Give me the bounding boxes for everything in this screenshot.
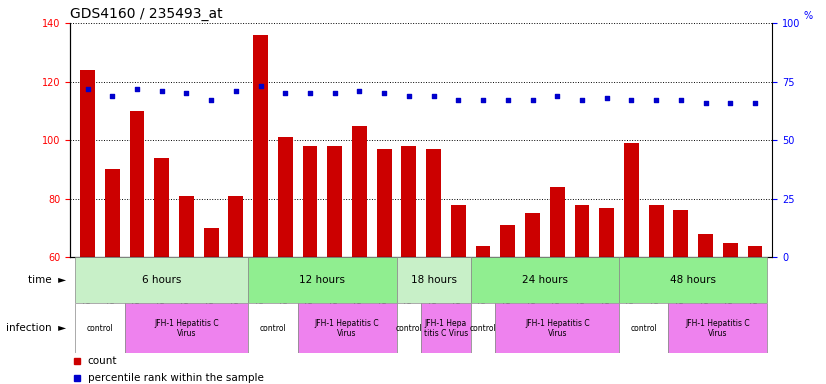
- Bar: [668, 303, 767, 353]
- Bar: [619, 257, 767, 303]
- Bar: [125, 303, 248, 353]
- Point: [155, 88, 169, 94]
- Bar: [302, 146, 317, 257]
- Bar: [297, 303, 396, 353]
- Text: 18 hours: 18 hours: [411, 275, 457, 285]
- Bar: [204, 228, 219, 257]
- Point: [477, 97, 490, 103]
- Text: infection  ►: infection ►: [6, 323, 66, 333]
- Point: [106, 93, 119, 99]
- Bar: [599, 207, 614, 257]
- Bar: [75, 257, 248, 303]
- Point: [205, 97, 218, 103]
- Bar: [673, 210, 688, 257]
- Bar: [451, 205, 466, 257]
- Text: %: %: [804, 11, 813, 21]
- Point: [576, 97, 589, 103]
- Point: [402, 93, 415, 99]
- Point: [131, 86, 144, 92]
- Text: GDS4160 / 235493_at: GDS4160 / 235493_at: [70, 7, 223, 21]
- Text: JFH-1 Hepatitis C
Virus: JFH-1 Hepatitis C Virus: [686, 319, 750, 338]
- Text: control: control: [87, 324, 113, 333]
- Text: 6 hours: 6 hours: [142, 275, 182, 285]
- Bar: [471, 303, 496, 353]
- Bar: [229, 196, 244, 257]
- Text: JFH-1 Hepatitis C
Virus: JFH-1 Hepatitis C Virus: [315, 319, 379, 338]
- Bar: [154, 158, 169, 257]
- Bar: [352, 126, 367, 257]
- Bar: [253, 35, 268, 257]
- Point: [724, 99, 737, 106]
- Point: [254, 83, 267, 89]
- Bar: [624, 143, 638, 257]
- Bar: [501, 225, 515, 257]
- Text: 24 hours: 24 hours: [522, 275, 567, 285]
- Point: [452, 97, 465, 103]
- Point: [649, 97, 662, 103]
- Text: 48 hours: 48 hours: [670, 275, 716, 285]
- Point: [748, 99, 762, 106]
- Point: [303, 90, 316, 96]
- Text: control: control: [470, 324, 496, 333]
- Bar: [426, 149, 441, 257]
- Point: [278, 90, 292, 96]
- Bar: [748, 246, 762, 257]
- Bar: [396, 257, 471, 303]
- Text: JFH-1 Hepa
titis C Virus: JFH-1 Hepa titis C Virus: [424, 319, 468, 338]
- Text: control: control: [396, 324, 422, 333]
- Bar: [723, 243, 738, 257]
- Bar: [401, 146, 416, 257]
- Bar: [698, 234, 713, 257]
- Bar: [248, 303, 297, 353]
- Point: [624, 97, 638, 103]
- Bar: [75, 303, 125, 353]
- Point: [353, 88, 366, 94]
- Bar: [648, 205, 663, 257]
- Text: 12 hours: 12 hours: [299, 275, 345, 285]
- Bar: [575, 205, 590, 257]
- Bar: [105, 169, 120, 257]
- Bar: [550, 187, 565, 257]
- Point: [526, 97, 539, 103]
- Bar: [130, 111, 145, 257]
- Point: [699, 99, 712, 106]
- Bar: [377, 149, 392, 257]
- Point: [230, 88, 243, 94]
- Point: [180, 90, 193, 96]
- Bar: [80, 70, 95, 257]
- Text: JFH-1 Hepatitis C
Virus: JFH-1 Hepatitis C Virus: [154, 319, 219, 338]
- Text: count: count: [88, 356, 117, 366]
- Bar: [525, 214, 540, 257]
- Point: [427, 93, 440, 99]
- Text: control: control: [630, 324, 657, 333]
- Point: [501, 97, 515, 103]
- Bar: [471, 257, 619, 303]
- Point: [674, 97, 687, 103]
- Bar: [179, 196, 194, 257]
- Point: [377, 90, 391, 96]
- Text: time  ►: time ►: [28, 275, 66, 285]
- Bar: [396, 303, 421, 353]
- Bar: [619, 303, 668, 353]
- Text: percentile rank within the sample: percentile rank within the sample: [88, 373, 263, 383]
- Point: [551, 93, 564, 99]
- Point: [328, 90, 341, 96]
- Bar: [248, 257, 396, 303]
- Point: [81, 86, 94, 92]
- Bar: [327, 146, 342, 257]
- Text: JFH-1 Hepatitis C
Virus: JFH-1 Hepatitis C Virus: [525, 319, 590, 338]
- Bar: [496, 303, 619, 353]
- Point: [600, 95, 613, 101]
- Bar: [421, 303, 471, 353]
- Text: control: control: [259, 324, 287, 333]
- Bar: [476, 246, 491, 257]
- Bar: [278, 137, 292, 257]
